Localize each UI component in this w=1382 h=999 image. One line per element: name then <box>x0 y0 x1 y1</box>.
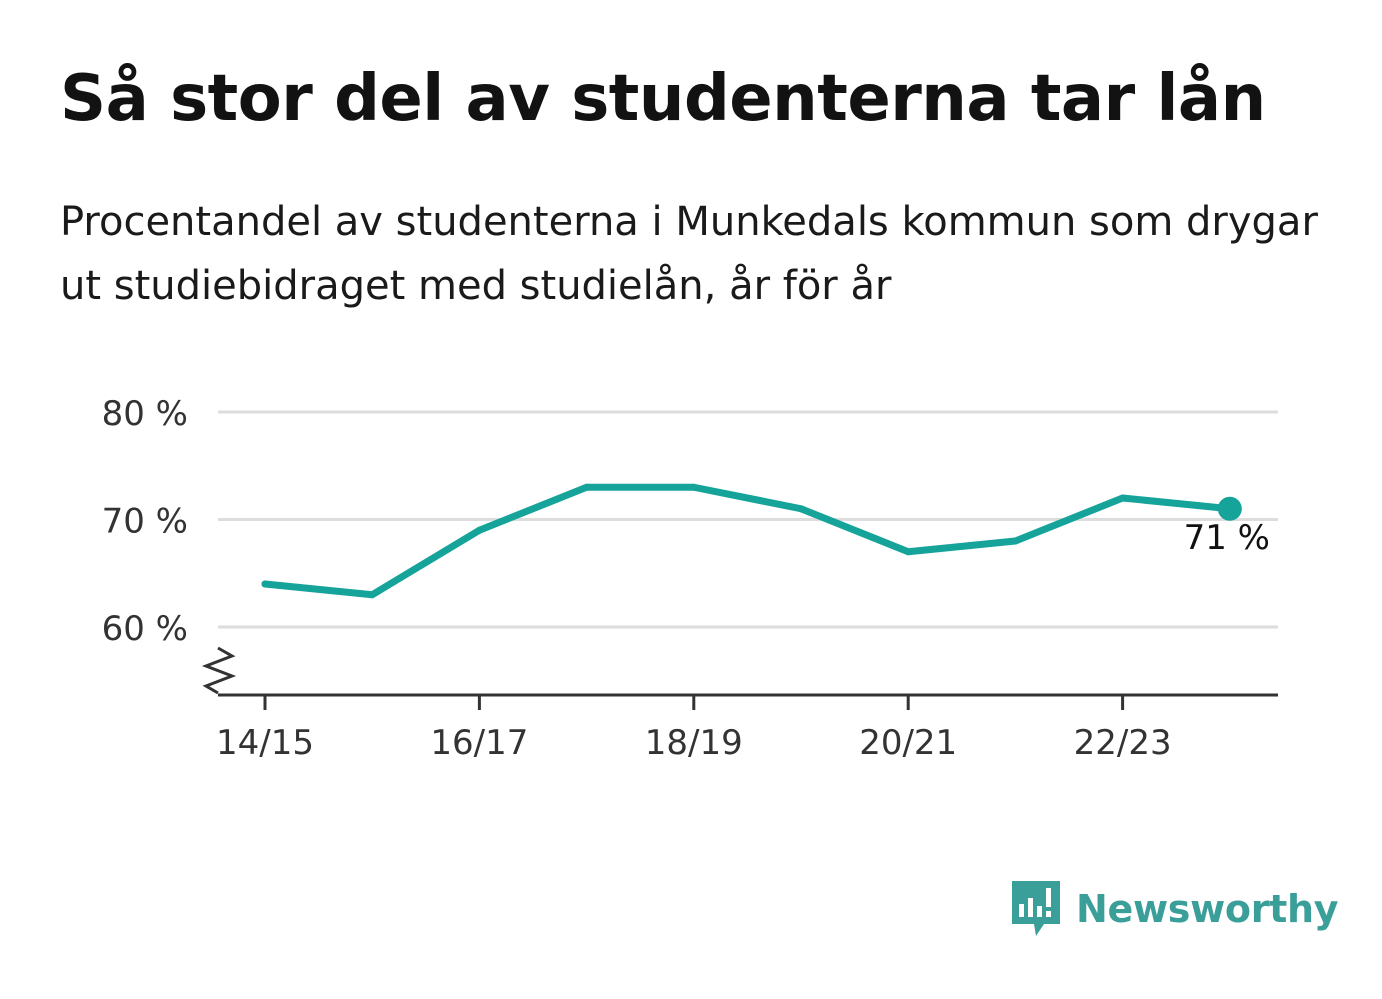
x-tick-label: 18/19 <box>645 723 743 763</box>
data-series: 71 % <box>261 483 1270 599</box>
x-tick-label: 14/15 <box>216 723 314 763</box>
x-axis: 14/15 16/17 18/19 20/21 22/23 <box>201 646 1278 763</box>
y-tick-labels: 80 % 70 % 60 % <box>102 394 188 649</box>
chart-title: Så stor del av studenterna tar lån <box>60 62 1266 136</box>
end-point-marker <box>1217 496 1242 521</box>
data-point-15/16 <box>368 591 376 599</box>
data-point-17/18 <box>583 483 591 491</box>
series-line <box>261 483 1234 599</box>
newsworthy-logo: Newsworthy <box>1010 878 1339 940</box>
data-point-16/17 <box>475 526 483 534</box>
y-tick-label: 80 % <box>102 394 188 434</box>
x-tick-label: 20/21 <box>859 723 957 763</box>
data-point-14/15 <box>261 580 269 588</box>
y-tick-label: 60 % <box>102 609 188 649</box>
x-tick-label: 22/23 <box>1074 723 1172 763</box>
data-point-20/21 <box>904 548 912 556</box>
end-value-label: 71 % <box>1184 518 1270 558</box>
brand-name: Newsworthy <box>1076 887 1339 931</box>
data-point-19/20 <box>797 505 805 513</box>
axis-break-icon <box>201 646 237 695</box>
chart-subtitle: Procentandel av studenterna i Munkedals … <box>60 199 1318 309</box>
data-point-22/23 <box>1119 494 1127 502</box>
data-point-21/22 <box>1011 537 1019 545</box>
grid-lines <box>218 410 1278 629</box>
data-point-18/19 <box>690 483 698 491</box>
x-tick-label: 16/17 <box>430 723 528 763</box>
y-tick-label: 70 % <box>102 502 188 542</box>
newsworthy-bubble-icon <box>1012 881 1060 936</box>
